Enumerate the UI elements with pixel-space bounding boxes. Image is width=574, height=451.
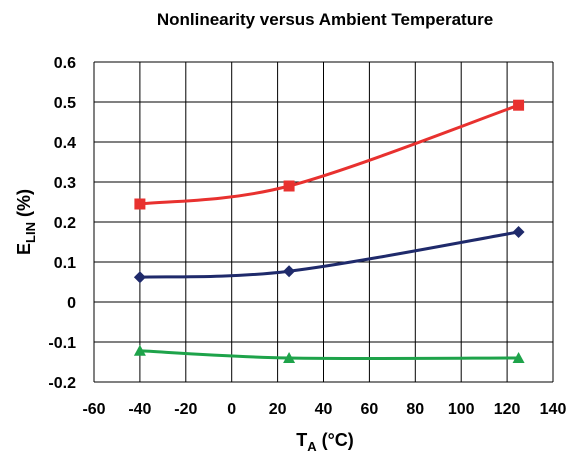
data-point — [283, 180, 295, 192]
y-tick-label: -0.1 — [48, 335, 76, 352]
y-axis-label: ELIN (%) — [14, 189, 38, 255]
data-point — [512, 352, 525, 363]
series-line — [139, 349, 519, 361]
x-axis-label: TA (°C) — [296, 430, 354, 451]
data-point — [512, 226, 525, 238]
y-tick-label: 0.6 — [54, 55, 76, 72]
series-triangle — [133, 344, 525, 363]
x-axis-label-rest: (°C) — [317, 430, 354, 450]
y-tick-label: 0.1 — [54, 255, 76, 272]
x-tick-label: 0 — [227, 401, 236, 418]
series-square — [134, 99, 525, 210]
x-tick-label: -60 — [82, 401, 105, 418]
x-tick-label: 20 — [269, 401, 287, 418]
y-axis-label-main: E — [14, 243, 34, 255]
grid — [93, 61, 554, 383]
data-point — [513, 99, 525, 111]
x-tick-label: -20 — [174, 401, 197, 418]
data-point — [283, 265, 296, 278]
y-axis-label-rest: (%) — [14, 189, 34, 222]
x-tick-label: 140 — [540, 401, 567, 418]
y-tick-label: -0.2 — [48, 375, 76, 392]
series-line — [139, 103, 520, 206]
x-axis-label-main: T — [296, 430, 307, 450]
series-diamond — [133, 226, 525, 284]
x-tick-label: 80 — [406, 401, 424, 418]
x-tick-label: 40 — [315, 401, 333, 418]
x-axis-label-sub: A — [307, 439, 317, 451]
y-axis-label-sub: LIN — [23, 222, 38, 243]
series-line — [139, 230, 519, 279]
y-tick-label: 0.5 — [54, 95, 76, 112]
data-series — [133, 99, 525, 363]
data-point — [283, 352, 296, 363]
y-tick-label: 0.4 — [54, 135, 76, 152]
x-tick-label: 60 — [361, 401, 379, 418]
y-tick-label: 0.2 — [54, 215, 76, 232]
data-point — [133, 271, 146, 284]
x-tick-label: -40 — [128, 401, 151, 418]
x-tick-labels: -60 -40 -20 0 20 40 60 80 100 120 140 — [82, 401, 566, 418]
chart-title: Nonlinearity versus Ambient Temperature — [157, 10, 493, 29]
y-tick-label: 0 — [67, 295, 76, 312]
data-point — [134, 198, 146, 210]
x-tick-label: 100 — [448, 401, 475, 418]
data-point — [133, 344, 146, 356]
y-tick-labels: 0.6 0.5 0.4 0.3 0.2 0.1 0 -0.1 -0.2 — [48, 55, 76, 392]
y-tick-label: 0.3 — [54, 175, 76, 192]
x-tick-label: 120 — [494, 401, 521, 418]
